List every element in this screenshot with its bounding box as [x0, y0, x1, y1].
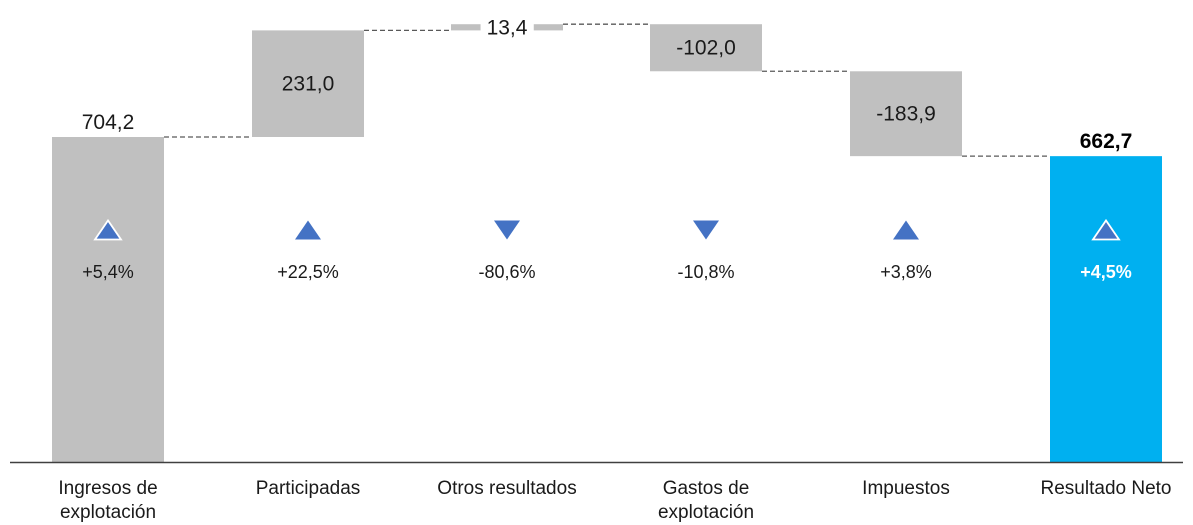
value-label-6: 662,7	[1080, 130, 1133, 153]
bar-2	[252, 30, 364, 137]
value-label-4: -102,0	[676, 37, 736, 60]
bar-1	[52, 137, 164, 462]
value-label-5: -183,9	[876, 103, 936, 126]
value-label-1: 704,2	[82, 111, 135, 134]
up-triangle-icon	[1091, 218, 1121, 241]
up-triangle-icon	[893, 220, 919, 240]
bar-6	[1050, 156, 1162, 462]
bar-4	[650, 24, 762, 72]
category-label-1: Ingresos de explotación	[58, 478, 157, 523]
category-label-3: Otros resultados	[437, 478, 576, 499]
category-label-4: Gastos de explotación	[658, 478, 754, 523]
change-label-3: -80,6%	[478, 262, 535, 282]
category-label-2: Participadas	[256, 478, 361, 499]
change-label-1: +5,4%	[82, 262, 134, 282]
bar-5	[850, 71, 962, 157]
change-label-2: +22,5%	[277, 262, 339, 282]
up-triangle-icon	[295, 220, 321, 240]
change-label-6: +4,5%	[1080, 262, 1132, 282]
change-label-4: -10,8%	[677, 262, 734, 282]
value-label-bg	[480, 15, 534, 41]
value-label-3: 13,4	[487, 16, 528, 39]
change-label-5: +3,8%	[880, 262, 932, 282]
down-triangle-icon	[494, 220, 520, 240]
value-label-2: 231,0	[282, 73, 335, 96]
up-triangle-icon	[93, 218, 123, 241]
category-label-5: Impuestos	[862, 478, 950, 499]
down-triangle-icon	[693, 220, 719, 240]
category-label-6: Resultado Neto	[1041, 478, 1172, 499]
